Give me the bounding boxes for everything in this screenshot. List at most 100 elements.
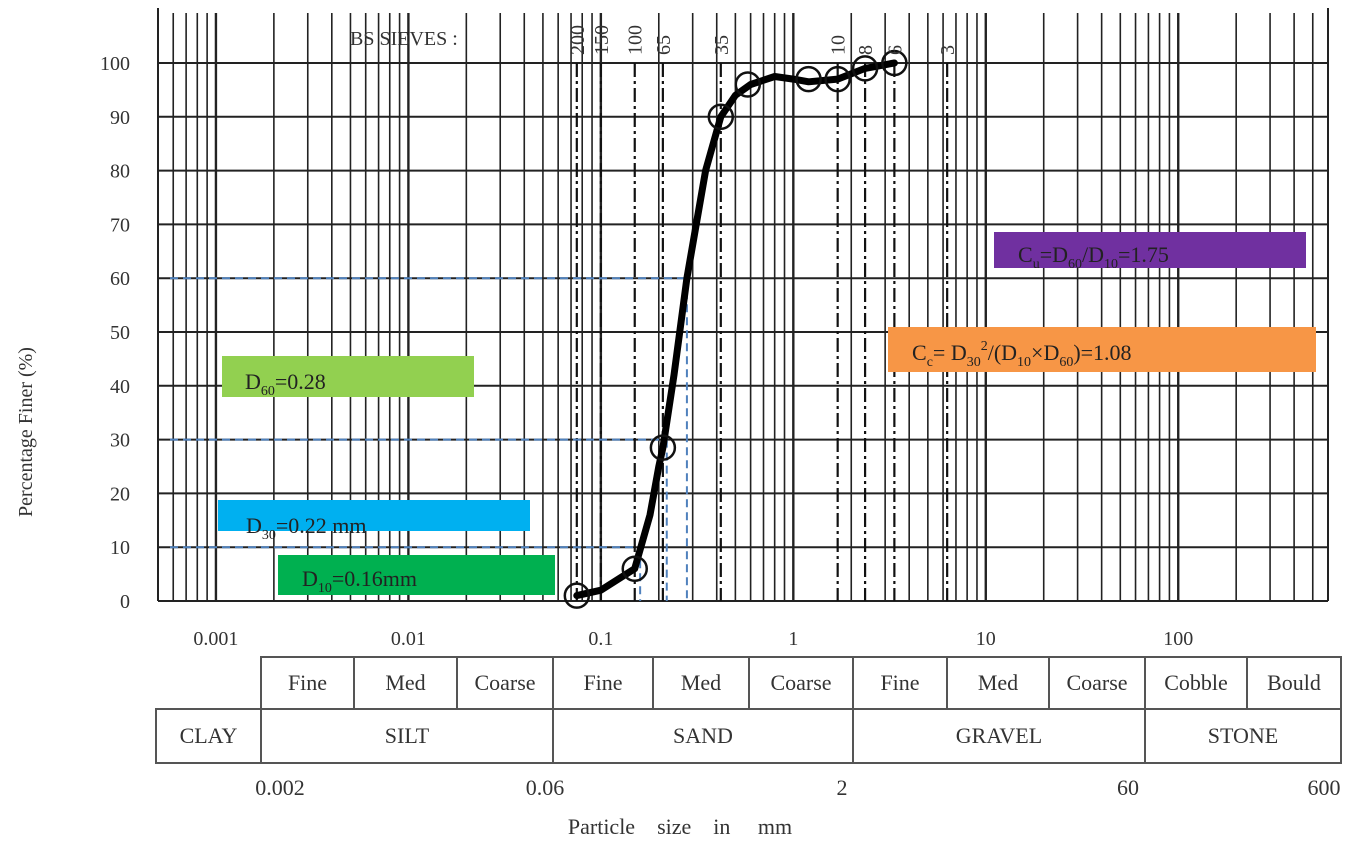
- d60-value: =0.28: [275, 369, 326, 394]
- boundary-label: 2: [837, 775, 848, 800]
- d30-value: =0.22 mm: [276, 513, 367, 538]
- cu-value: =1.75: [1118, 242, 1169, 267]
- y-tick-label: 70: [110, 214, 130, 236]
- y-tick-label: 10: [110, 537, 130, 559]
- class-clay: CLAY: [155, 708, 262, 764]
- subclass-silt-coarse: Coarse: [456, 656, 554, 710]
- y-tick-label: 50: [110, 322, 130, 344]
- boundary-labels-layer: 0.002 0.06 2 60 600: [255, 775, 1340, 800]
- sieve-label-150: 150: [591, 25, 613, 55]
- svg-text:Cu=D60/D10=1.75: Cu=D60/D10=1.75: [1018, 242, 1169, 272]
- data-point-marker: [795, 65, 822, 93]
- y-axis-title: Percentage Finer (%): [15, 347, 37, 517]
- boundary-label: 60: [1117, 775, 1139, 800]
- y-tick-label: 0: [120, 591, 130, 613]
- cu-c: C: [1018, 242, 1033, 267]
- d30-annotation: D30=0.22 mm: [218, 500, 530, 543]
- cc-eq: = D: [933, 340, 967, 365]
- x-axis-title: Particle size in mm: [568, 814, 792, 839]
- d30-prefix: D: [246, 513, 262, 538]
- subclass-cobble: Cobble: [1144, 656, 1248, 710]
- cc-sub1: 30: [967, 355, 981, 370]
- cc-sub2: 10: [1017, 355, 1031, 370]
- data-point-marker: [649, 434, 677, 461]
- x-tick-label: 0.01: [391, 628, 426, 650]
- cu-box: [994, 232, 1306, 268]
- subclass-gravel-fine: Fine: [852, 656, 948, 710]
- subclass-gravel-med: Med: [946, 656, 1050, 710]
- x-tick-label: 10: [976, 628, 996, 650]
- sieve-label-3: 3: [937, 45, 959, 55]
- data-point-marker: [851, 55, 879, 82]
- subclass-silt-fine: Fine: [260, 656, 355, 710]
- y-tick-label: 60: [110, 268, 130, 290]
- cc-mid: /(D: [988, 340, 1017, 365]
- soil-classification-table: Fine Med Coarse Fine Med Coarse Fine Med…: [155, 656, 1342, 764]
- cc-annotation: Cc= D302/(D10×D60)=1.08: [888, 327, 1316, 372]
- cu-sub1: 60: [1068, 257, 1082, 272]
- y-tick-label: 30: [110, 430, 130, 452]
- x-tick-label: 0.1: [588, 628, 613, 650]
- subclass-gravel-coarse: Coarse: [1048, 656, 1146, 710]
- d10-box: [278, 555, 555, 595]
- x-tick-label: 0.001: [193, 628, 238, 650]
- d10-value: =0.16mm: [332, 566, 417, 591]
- y-tick-label: 90: [110, 107, 130, 129]
- subclass-sand-fine: Fine: [552, 656, 654, 710]
- cu-annotation: Cu=D60/D10=1.75: [994, 232, 1306, 272]
- svg-text:D30=0.22 mm: D30=0.22 mm: [246, 513, 367, 543]
- subclass-boulder: Bould: [1246, 656, 1342, 710]
- cc-sup: 2: [981, 339, 988, 354]
- data-point-marker: [881, 49, 908, 77]
- d10-prefix: D: [302, 566, 318, 591]
- svg-text:Cc= D302/(D10×D60)=1.08: Cc= D302/(D10×D60)=1.08: [912, 339, 1132, 370]
- data-point-marker: [621, 555, 648, 582]
- class-silt: SILT: [260, 708, 554, 764]
- cc-times: ×D: [1031, 340, 1059, 365]
- sieve-label-200: 200: [567, 25, 589, 55]
- y-tick-label: 20: [110, 483, 130, 505]
- cc-sub3: 60: [1059, 355, 1073, 370]
- boundary-label: 0.002: [255, 775, 305, 800]
- cu-c-sub: u: [1033, 257, 1040, 272]
- sieve-label-100: 100: [625, 25, 647, 55]
- sieve-header: BS SIEVES :: [350, 28, 458, 50]
- sieve-label-10: 10: [828, 35, 850, 55]
- axis-labels-layer: 200 150 100 65 35 10 8 6 30102030405060708090100…: [100, 25, 1193, 650]
- subclass-silt-med: Med: [353, 656, 458, 710]
- class-clay-blank: [156, 657, 262, 709]
- curve-layer: [563, 49, 908, 609]
- class-stone: STONE: [1144, 708, 1342, 764]
- data-point-marker: [563, 582, 591, 609]
- d60-sub: 60: [261, 384, 275, 399]
- class-gravel: GRAVEL: [852, 708, 1146, 764]
- d30-box: [218, 500, 530, 531]
- d30-sub: 30: [262, 528, 276, 543]
- x-tick-label: 1: [788, 628, 798, 650]
- sieve-label-35: 35: [711, 35, 733, 55]
- y-tick-label: 40: [110, 376, 130, 398]
- data-point-marker: [824, 65, 851, 93]
- data-point-marker: [734, 71, 762, 98]
- sieve-label-8: 8: [855, 45, 877, 55]
- svg-text:D60=0.28: D60=0.28: [245, 369, 326, 399]
- class-sand: SAND: [552, 708, 854, 764]
- cu-slash: /D: [1082, 242, 1104, 267]
- y-tick-label: 100: [100, 53, 130, 75]
- cc-box: [888, 327, 1316, 372]
- grading-curve: [573, 59, 898, 600]
- subclass-sand-coarse: Coarse: [748, 656, 854, 710]
- d60-annotation: D60=0.28: [222, 356, 474, 399]
- svg-text:D10=0.16mm: D10=0.16mm: [302, 566, 417, 596]
- boundary-label: 0.06: [526, 775, 565, 800]
- boundary-label: 600: [1308, 775, 1341, 800]
- d10-sub: 10: [318, 581, 332, 596]
- cu-sub2: 10: [1104, 257, 1118, 272]
- data-point-marker: [707, 103, 735, 131]
- cc-value: )=1.08: [1073, 340, 1131, 365]
- cc-c: C: [912, 340, 927, 365]
- reference-lines-layer: [170, 277, 688, 601]
- cu-eq: =D: [1040, 242, 1068, 267]
- x-tick-label: 100: [1163, 628, 1193, 650]
